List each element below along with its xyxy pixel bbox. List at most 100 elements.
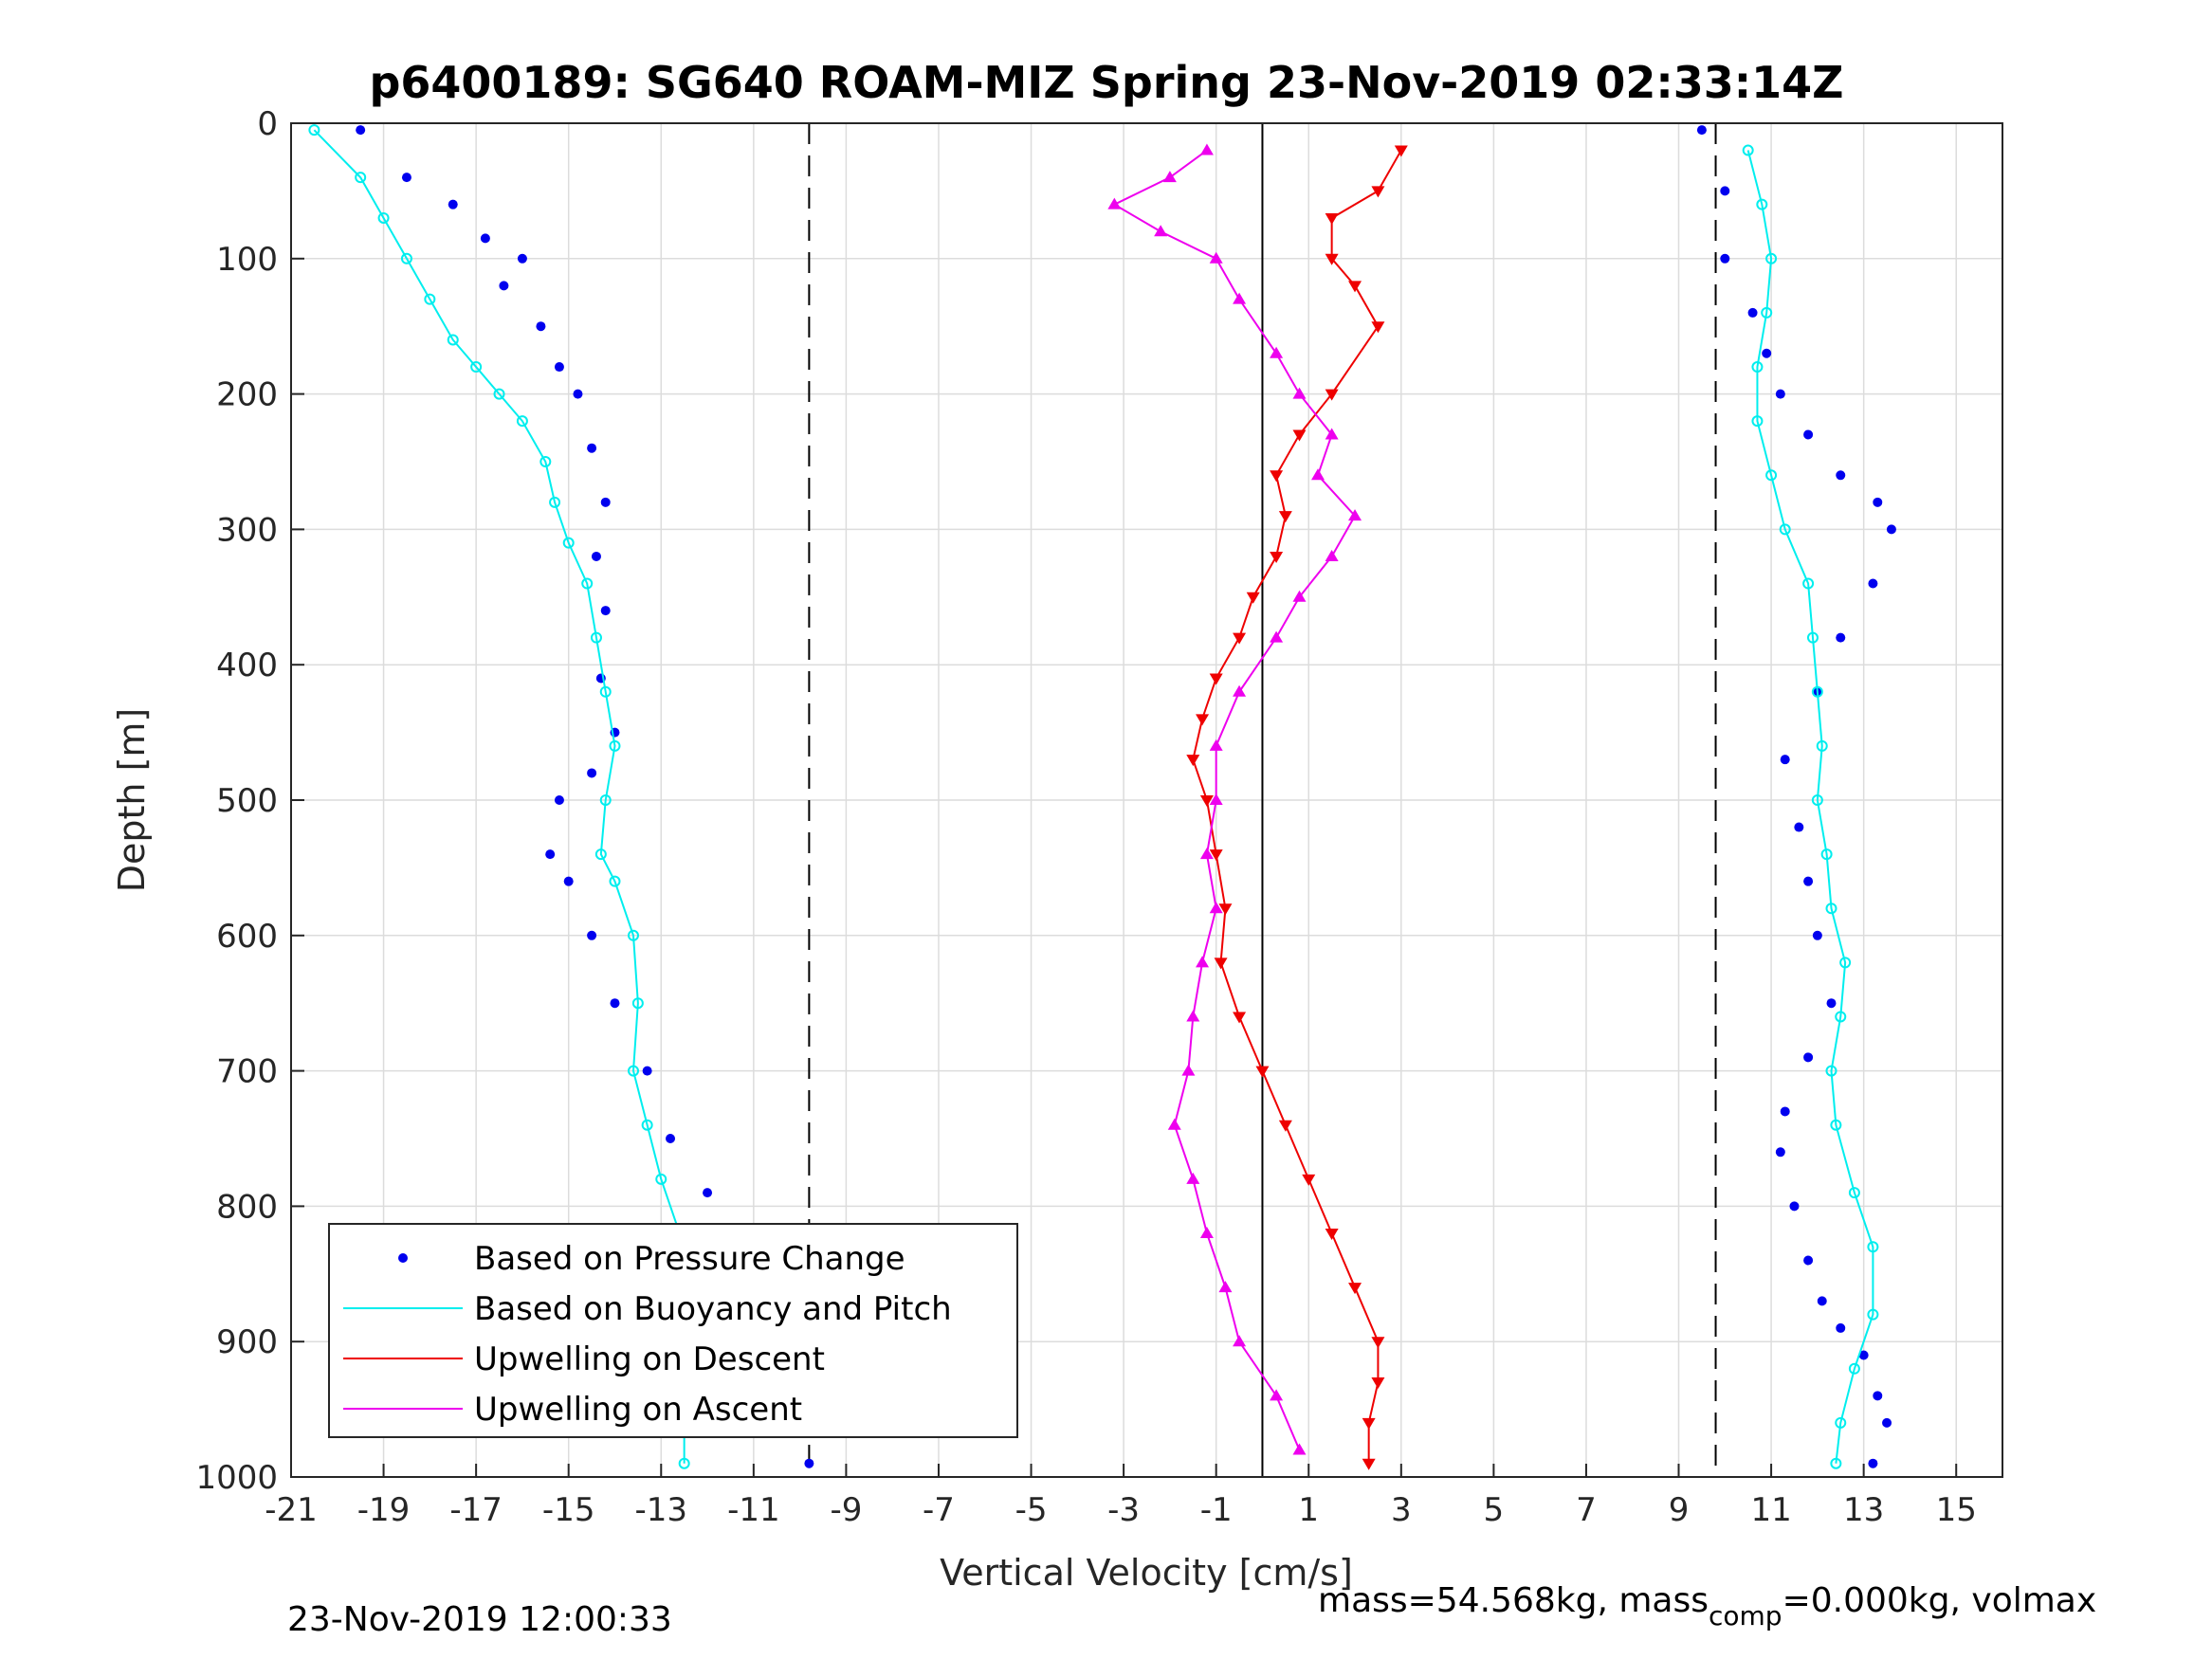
- x-tick-label: -3: [1107, 1491, 1140, 1529]
- pressure-change-point: [554, 795, 564, 805]
- ascent-upwelling-point: [1270, 346, 1284, 358]
- pressure-change-point: [1794, 822, 1804, 832]
- ascent-upwelling-point: [1325, 549, 1339, 561]
- legend: Based on Pressure Change Based on Buoyanc…: [328, 1223, 1018, 1438]
- buoyancy-pitch-point: [655, 1173, 667, 1185]
- buoyancy-pitch-point: [599, 685, 612, 698]
- buoyancy-pitch-point: [516, 415, 528, 428]
- ascent-upwelling-point: [1270, 630, 1284, 643]
- pressure-change-point: [1780, 755, 1790, 765]
- x-axis-label: Vertical Velocity [cm/s]: [940, 1552, 1353, 1594]
- x-tick-label: -11: [727, 1491, 780, 1529]
- y-tick-label: 0: [257, 105, 278, 143]
- descent-upwelling-point: [1371, 1377, 1385, 1390]
- buoyancy-pitch-point: [1867, 1241, 1879, 1253]
- series-line: [1746, 150, 1874, 1464]
- buoyancy-pitch-point: [493, 388, 505, 400]
- pressure-change-point: [401, 173, 411, 183]
- buoyancy-pitch-point: [628, 929, 639, 941]
- legend-label: Upwelling on Descent: [474, 1340, 825, 1378]
- buoyancy-pitch-point: [590, 631, 602, 644]
- pressure-change-point: [545, 849, 556, 860]
- pressure-change-point: [573, 389, 583, 399]
- descent-upwelling-point: [1325, 389, 1339, 401]
- ascent-upwelling-point: [1292, 1443, 1307, 1455]
- descent-upwelling-point: [1199, 795, 1214, 807]
- buoyancy-pitch-point: [400, 252, 412, 264]
- legend-marker: [398, 1253, 408, 1263]
- descent-upwelling-point: [1196, 714, 1210, 726]
- pressure-change-point: [591, 551, 601, 561]
- descent-upwelling-point: [1218, 903, 1233, 916]
- buoyancy-pitch-point: [1839, 957, 1852, 969]
- buoyancy-pitch-point: [594, 848, 607, 861]
- y-tick-label: 800: [216, 1188, 278, 1226]
- y-axis-label: Depth [m]: [111, 708, 153, 893]
- buoyancy-pitch-point: [1867, 1308, 1879, 1321]
- y-tick-label: 300: [216, 511, 278, 549]
- pressure-change-point: [1868, 1458, 1878, 1468]
- ascent-upwelling-point: [1199, 848, 1214, 860]
- ascent-upwelling-point: [1186, 1172, 1200, 1184]
- pressure-change-point: [587, 768, 597, 778]
- x-tick-label: 3: [1391, 1491, 1412, 1529]
- ascent-upwelling-point: [1199, 1226, 1214, 1238]
- buoyancy-pitch-point: [1816, 739, 1828, 752]
- x-tick-label: -15: [542, 1491, 595, 1529]
- ascent-upwelling-point: [1181, 1064, 1196, 1076]
- buoyancy-pitch-point: [678, 1457, 690, 1469]
- x-tick-label: -13: [634, 1491, 687, 1529]
- descent-upwelling-point: [1394, 145, 1408, 157]
- descent-upwelling-point: [1325, 212, 1339, 225]
- descent-upwelling-point: [1270, 470, 1284, 483]
- pressure-change-point: [1747, 307, 1758, 318]
- buoyancy-pitch-point: [1825, 902, 1837, 915]
- ascent-upwelling-point: [1233, 684, 1247, 697]
- buoyancy-pitch-point: [1820, 848, 1833, 861]
- ascent-upwelling-point: [1233, 1335, 1247, 1347]
- x-tick-label: -1: [1200, 1491, 1233, 1529]
- footer-timestamp: 23-Nov-2019 12:00:33: [287, 1600, 672, 1639]
- chart-title: p6400189: SG640 ROAM-MIZ Spring 23-Nov-2…: [369, 57, 1843, 108]
- buoyancy-pitch-point: [581, 577, 594, 590]
- legend-label: Based on Buoyancy and Pitch: [474, 1290, 952, 1328]
- descent-upwelling-point: [1292, 429, 1307, 442]
- ascent-upwelling-point: [1292, 590, 1307, 602]
- buoyancy-pitch-point: [1806, 631, 1819, 644]
- x-tick-label: -21: [265, 1491, 318, 1529]
- descent-upwelling-point: [1214, 957, 1228, 970]
- plot-frame: [290, 122, 2003, 1478]
- y-tick-label: 200: [216, 376, 278, 414]
- y-tick-label: 400: [216, 647, 278, 684]
- y-tick-label: 900: [216, 1323, 278, 1361]
- pressure-change-point: [1836, 470, 1846, 481]
- legend-label: Based on Pressure Change: [474, 1240, 905, 1278]
- buoyancy-pitch-point: [1742, 144, 1754, 156]
- pressure-change-point: [1873, 1391, 1883, 1401]
- ascent-upwelling-point: [1218, 1281, 1233, 1293]
- descent-upwelling-point: [1233, 1012, 1247, 1024]
- x-tick-label: -19: [357, 1491, 411, 1529]
- y-tick-label: 600: [216, 918, 278, 956]
- pressure-change-point: [356, 125, 366, 136]
- descent-upwelling-point: [1209, 849, 1223, 862]
- buoyancy-pitch-point: [609, 875, 621, 887]
- pressure-change-point: [1780, 1106, 1790, 1117]
- pressure-change-point: [642, 1066, 652, 1076]
- x-tick-label: -9: [830, 1491, 862, 1529]
- pressure-change-point: [1868, 578, 1878, 589]
- buoyancy-pitch-point: [641, 1119, 653, 1131]
- buoyancy-pitch-point: [631, 997, 644, 1010]
- buoyancy-pitch-point: [308, 124, 320, 137]
- pressure-change-point: [600, 606, 611, 616]
- pressure-change-point: [517, 253, 527, 264]
- descent-upwelling-point: [1278, 511, 1292, 523]
- descent-upwelling-point: [1362, 1417, 1376, 1430]
- pressure-change-point: [610, 998, 620, 1009]
- pressure-change-point: [804, 1458, 814, 1468]
- descent-upwelling-point: [1371, 186, 1385, 198]
- buoyancy-pitch-point: [1761, 306, 1773, 319]
- descent-upwelling-point: [1246, 592, 1260, 604]
- y-tick-labels: 0 100 200 300 400 500 600 700 800 900 1000: [195, 105, 278, 1497]
